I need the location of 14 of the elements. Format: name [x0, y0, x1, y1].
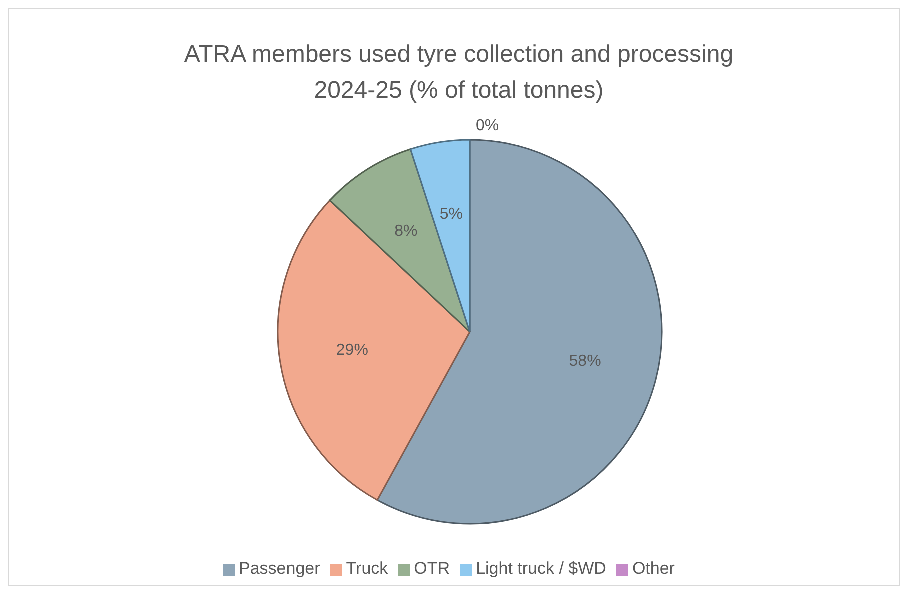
text: 0%	[476, 118, 500, 134]
legend-label: Truck	[346, 559, 388, 578]
data-label: 5%	[440, 206, 463, 223]
data-label: 8%	[394, 222, 418, 240]
pie-slice	[376, 139, 662, 525]
legend-label: Passenger	[239, 559, 320, 578]
chart-title: ATRA members used tyre collection and processing 2024-25 (% of total tonnes)	[183, 40, 735, 106]
data-label: 58%	[569, 353, 602, 370]
pie-slice	[329, 148, 471, 333]
legend-label: Other	[632, 559, 675, 578]
legend-label: Light truck / $WD	[476, 559, 606, 578]
pie-slice	[277, 200, 471, 501]
legend-label: OTR	[414, 559, 450, 578]
data-label: 29%	[336, 342, 368, 360]
